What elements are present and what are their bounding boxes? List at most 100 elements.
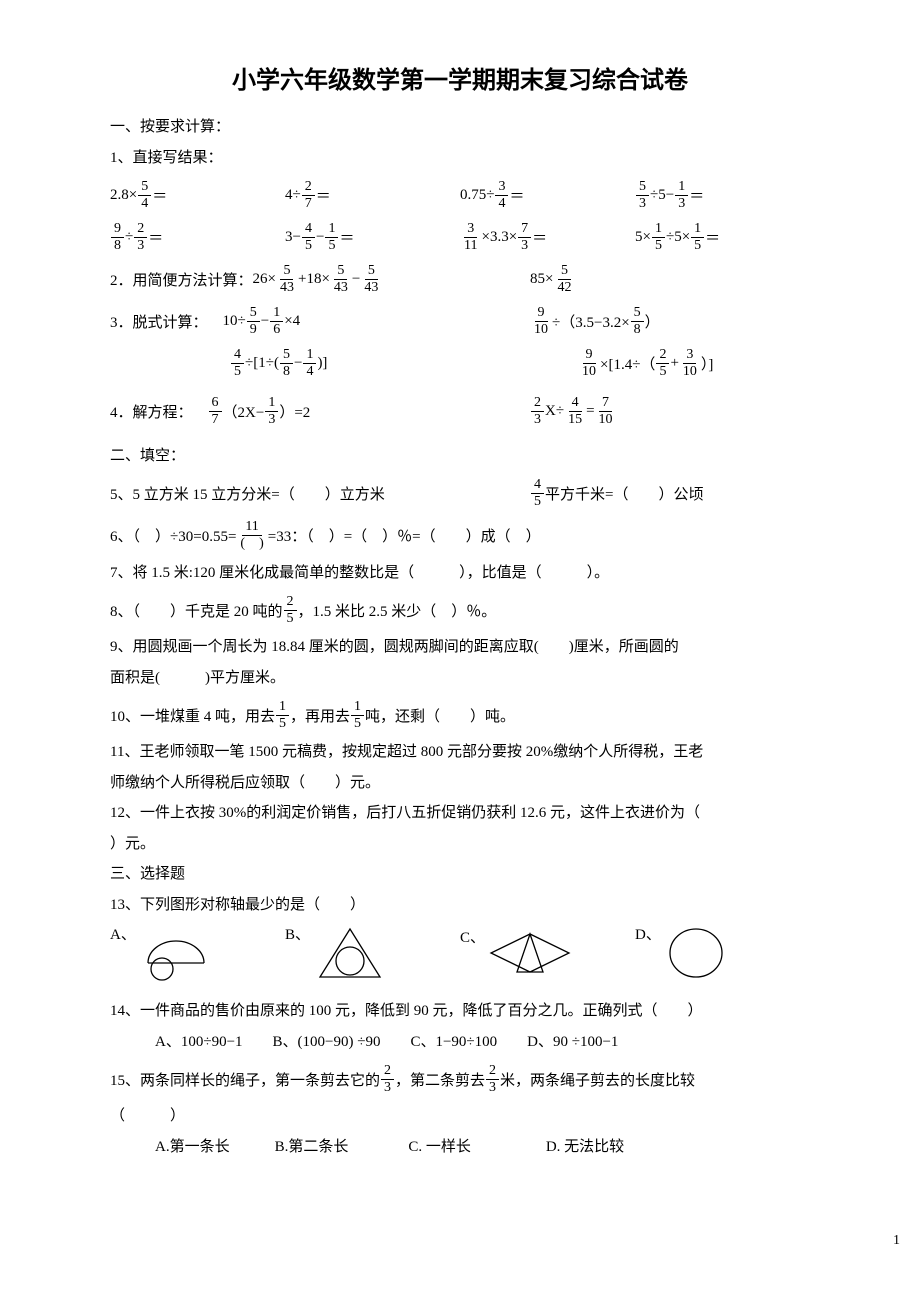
q2-label: 2．用简便方法计算： — [110, 269, 253, 290]
q2-b-f: 542 — [554, 264, 574, 295]
opt-d-label: D、 — [635, 923, 661, 944]
q2-a-mid1: +18× — [298, 271, 330, 288]
q1-h-frac2: 15 — [691, 222, 704, 253]
q1-a: 2.8× 54 ＝ — [110, 180, 285, 211]
shape-a-icon — [136, 923, 216, 983]
shape-d-icon — [661, 923, 731, 983]
q1-label: 1、直接写结果： — [110, 144, 810, 173]
q1-a-eq: ＝ — [152, 185, 167, 206]
q11-a: 11、王老师领取一笔 1500 元稿费，按规定超过 800 元部分要按 20%缴… — [110, 738, 810, 767]
q4-b-mid1: X÷ — [545, 403, 564, 420]
q1-f-frac1: 45 — [302, 222, 315, 253]
q13-opt-d: D、 — [635, 923, 810, 983]
q12-a: 12、一件上衣按 30%的利润定价销售，后打八五折促销仍获利 12.6 元，这件… — [110, 799, 810, 828]
q10-f2: 15 — [351, 700, 364, 731]
q4-label: 4．解方程： — [110, 401, 193, 422]
q5-b-post: 平方千米=（ ）公顷 — [545, 483, 703, 504]
q7: 7、将 1.5 米:120 厘米化成最简单的整数比是（ ），比值是（ ）。 — [110, 559, 810, 588]
q1-b-pre: 4÷ — [285, 187, 301, 204]
q1-d-eq: ＝ — [689, 185, 704, 206]
q3-b: 910 ÷（3.5−3.2× 58 ） — [530, 306, 810, 337]
q6-row: 6、（ ）÷30=0.55= 11( ) =33：（ ）=（ ）％=（ ）成（ … — [110, 515, 810, 557]
q3-c-post: )] — [317, 355, 327, 372]
q1-b: 4÷ 27 ＝ — [285, 180, 460, 211]
q3-a-post: ×4 — [284, 313, 300, 330]
q3-c: 45 ÷[1÷( 58 − 14 )] — [110, 348, 578, 379]
q1-e-frac1: 98 — [111, 222, 124, 253]
q1-c-frac: 34 — [495, 180, 508, 211]
q11-b: 师缴纳个人所得税后应领取（ ）元。 — [110, 769, 810, 798]
q1-a-frac: 54 — [138, 180, 151, 211]
q10-f1: 15 — [276, 700, 289, 731]
opt-b-label: B、 — [285, 923, 310, 944]
q15-post: 米，两条绳子剪去的长度比较 — [500, 1069, 695, 1090]
q5-b: 45 平方千米=（ ）公顷 — [530, 478, 810, 509]
q8-frac: 25 — [284, 595, 297, 626]
q3-c-mid1: ÷[1÷( — [245, 355, 279, 372]
shape-b-icon — [310, 923, 390, 983]
q10-post: 吨，还剩（ ）吨。 — [365, 705, 515, 726]
q3-row-1: 3．脱式计算： 10÷ 59 − 16 ×4 910 ÷（3.5−3.2× 58… — [110, 300, 810, 342]
section-2-heading: 二、填空： — [110, 442, 810, 471]
q1-d: 53 ÷5− 13 ＝ — [635, 180, 810, 211]
q3-c-mid2: − — [294, 355, 302, 372]
q1-h-eq: ＝ — [705, 227, 720, 248]
q1-c: 0.75÷ 34 ＝ — [460, 180, 635, 211]
q1-f-pre: 3− — [285, 229, 301, 246]
q1-b-eq: ＝ — [316, 185, 331, 206]
q10-row: 10、一堆煤重 4 吨，用去 15 ，再用去 15 吨，还剩（ ）吨。 — [110, 694, 810, 736]
q10-pre: 10、一堆煤重 4 吨，用去 — [110, 705, 275, 726]
q6-post: =33：（ ）=（ ）％=（ ）成（ ） — [268, 525, 541, 546]
q13-options: A、 B、 C、 D、 — [110, 923, 810, 983]
q3-d-f3: 310 — [680, 348, 700, 379]
q4-row: 4．解方程： 67 （2X− 13 ）=2 23 X÷ 415 = 710 — [110, 390, 810, 432]
q4-a-mid1: （2X− — [223, 401, 265, 422]
q4-b-mid2: = — [586, 403, 594, 420]
page-number: 1 — [0, 1203, 920, 1249]
q13: 13、下列图形对称轴最少的是（ ） — [110, 891, 810, 920]
q3-d-f2: 25 — [656, 348, 669, 379]
q9-a: 9、用圆规画一个周长为 18.84 厘米的圆，圆规两脚间的距离应取( )厘米，所… — [110, 633, 810, 662]
q1-e: 98 ÷ 23 ＝ — [110, 222, 285, 253]
q4-b-f1: 23 — [531, 396, 544, 427]
q1-f-eq: ＝ — [339, 227, 354, 248]
q13-opt-c: C、 — [460, 926, 635, 981]
q2-a-f3: 543 — [361, 264, 381, 295]
q4-b-f2: 415 — [565, 396, 585, 427]
q1-h-frac1: 15 — [652, 222, 665, 253]
q1-d-frac1: 53 — [636, 180, 649, 211]
q4-a: 4．解方程： 67 （2X− 13 ）=2 — [110, 396, 530, 427]
q1-c-pre: 0.75÷ — [460, 187, 494, 204]
q6-pre: 6、（ ）÷30=0.55= — [110, 525, 236, 546]
q3-d: 910 ×[1.4÷（ 25 + 310 ）] — [578, 348, 810, 379]
q1-e-mid: ÷ — [125, 229, 133, 246]
q1-h-mid: ÷5× — [666, 229, 690, 246]
q2-row: 2．用简便方法计算： 26× 543 +18× 543 − 543 85× 54… — [110, 258, 810, 300]
q1-h-pre: 5× — [635, 229, 651, 246]
q13-opt-b: B、 — [285, 923, 460, 983]
q5-b-frac: 45 — [531, 478, 544, 509]
q1-g-frac1: 311 — [461, 222, 480, 253]
q3-b-post: ） — [645, 311, 660, 332]
q1-f-frac2: 15 — [325, 222, 338, 253]
q5-a: 5、5 立方米 15 立方分米=（ ）立方米 — [110, 483, 530, 504]
q3-d-f1: 910 — [579, 348, 599, 379]
q4-a-f2: 13 — [265, 396, 278, 427]
q1-row-1: 2.8× 54 ＝ 4÷ 27 ＝ 0.75÷ 34 ＝ 53 ÷5− 13 ＝ — [110, 174, 810, 216]
q8-row: 8、（ ）千克是 20 吨的 25 ，1.5 米比 2.5 米少（ ）％。 — [110, 589, 810, 631]
q13-opt-a: A、 — [110, 923, 285, 983]
q1-f-mid: − — [316, 229, 324, 246]
section-3-heading: 三、选择题 — [110, 860, 810, 889]
q4-a-post: ）=2 — [279, 401, 310, 422]
q1-row-2: 98 ÷ 23 ＝ 3− 45 − 15 ＝ 311 ×3.3× 73 ＝ 5×… — [110, 216, 810, 258]
q1-h: 5× 15 ÷5× 15 ＝ — [635, 222, 810, 253]
q3-a-f1: 59 — [247, 306, 260, 337]
q15-b: （ ） — [110, 1102, 810, 1131]
q1-e-frac2: 23 — [134, 222, 147, 253]
q3-a-f2: 16 — [270, 306, 283, 337]
q4-b: 23 X÷ 415 = 710 — [530, 396, 810, 427]
q3-d-post: ）] — [701, 353, 714, 374]
q3-b-f1: 910 — [531, 306, 551, 337]
q9-b: 面积是( )平方厘米。 — [110, 664, 810, 693]
q15-mid: ，第二条剪去 — [395, 1069, 485, 1090]
